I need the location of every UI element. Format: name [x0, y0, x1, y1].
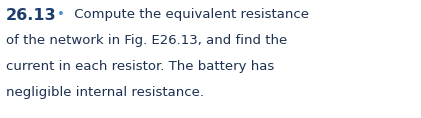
Text: of the network in Fig. E26.13, and find the: of the network in Fig. E26.13, and find … — [6, 34, 287, 47]
Text: Compute the equivalent resistance: Compute the equivalent resistance — [70, 8, 309, 21]
Text: current in each resistor. The battery has: current in each resistor. The battery ha… — [6, 60, 274, 73]
Text: •: • — [57, 8, 65, 21]
Text: negligible internal resistance.: negligible internal resistance. — [6, 86, 204, 99]
Text: 26.13: 26.13 — [6, 8, 57, 23]
